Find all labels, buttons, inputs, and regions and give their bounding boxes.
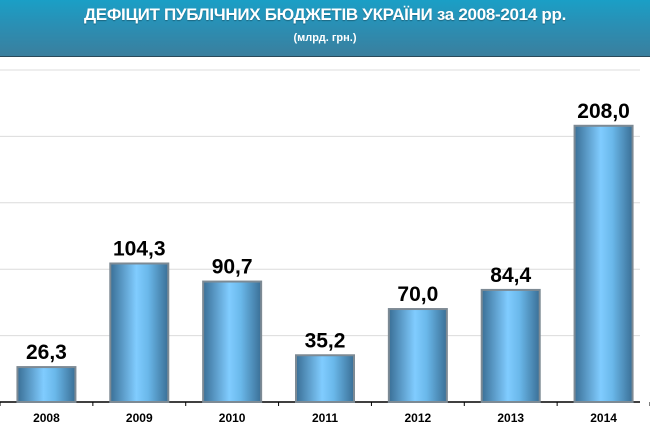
data-label-2012: 70,0 xyxy=(397,283,438,306)
x-tick-label-2009: 2009 xyxy=(126,411,153,425)
bar-2014 xyxy=(573,124,634,403)
bar-2010 xyxy=(202,280,263,404)
bar-2011 xyxy=(295,354,355,403)
chart-header: ДЕФІЦИТ ПУБЛІЧНИХ БЮДЖЕТІВ УКРАЇНИ за 20… xyxy=(0,0,650,57)
data-label-2008: 26,3 xyxy=(26,341,67,364)
data-label-2010: 90,7 xyxy=(212,256,253,279)
bar-2013 xyxy=(480,288,541,404)
x-tick-label-2012: 2012 xyxy=(405,411,432,425)
data-label-2013: 84,4 xyxy=(490,264,531,287)
chart-title: ДЕФІЦИТ ПУБЛІЧНИХ БЮДЖЕТІВ УКРАЇНИ за 20… xyxy=(83,5,567,24)
chart-subtitle: (млрд. грн.) xyxy=(293,32,357,44)
data-label-2011: 35,2 xyxy=(305,329,346,352)
bar-2012 xyxy=(387,308,448,404)
data-label-2009: 104,3 xyxy=(113,237,166,260)
x-tick-label-2011: 2011 xyxy=(312,411,338,425)
x-tick-label-2010: 2010 xyxy=(219,411,246,425)
x-tick-label-2013: 2013 xyxy=(497,411,524,425)
x-tick-label-2014: 2014 xyxy=(590,411,617,425)
data-label-2014: 208,0 xyxy=(577,100,630,123)
bar-2009 xyxy=(109,262,170,403)
x-tick-label-2008: 2008 xyxy=(33,411,60,425)
bar-2008 xyxy=(16,366,77,404)
